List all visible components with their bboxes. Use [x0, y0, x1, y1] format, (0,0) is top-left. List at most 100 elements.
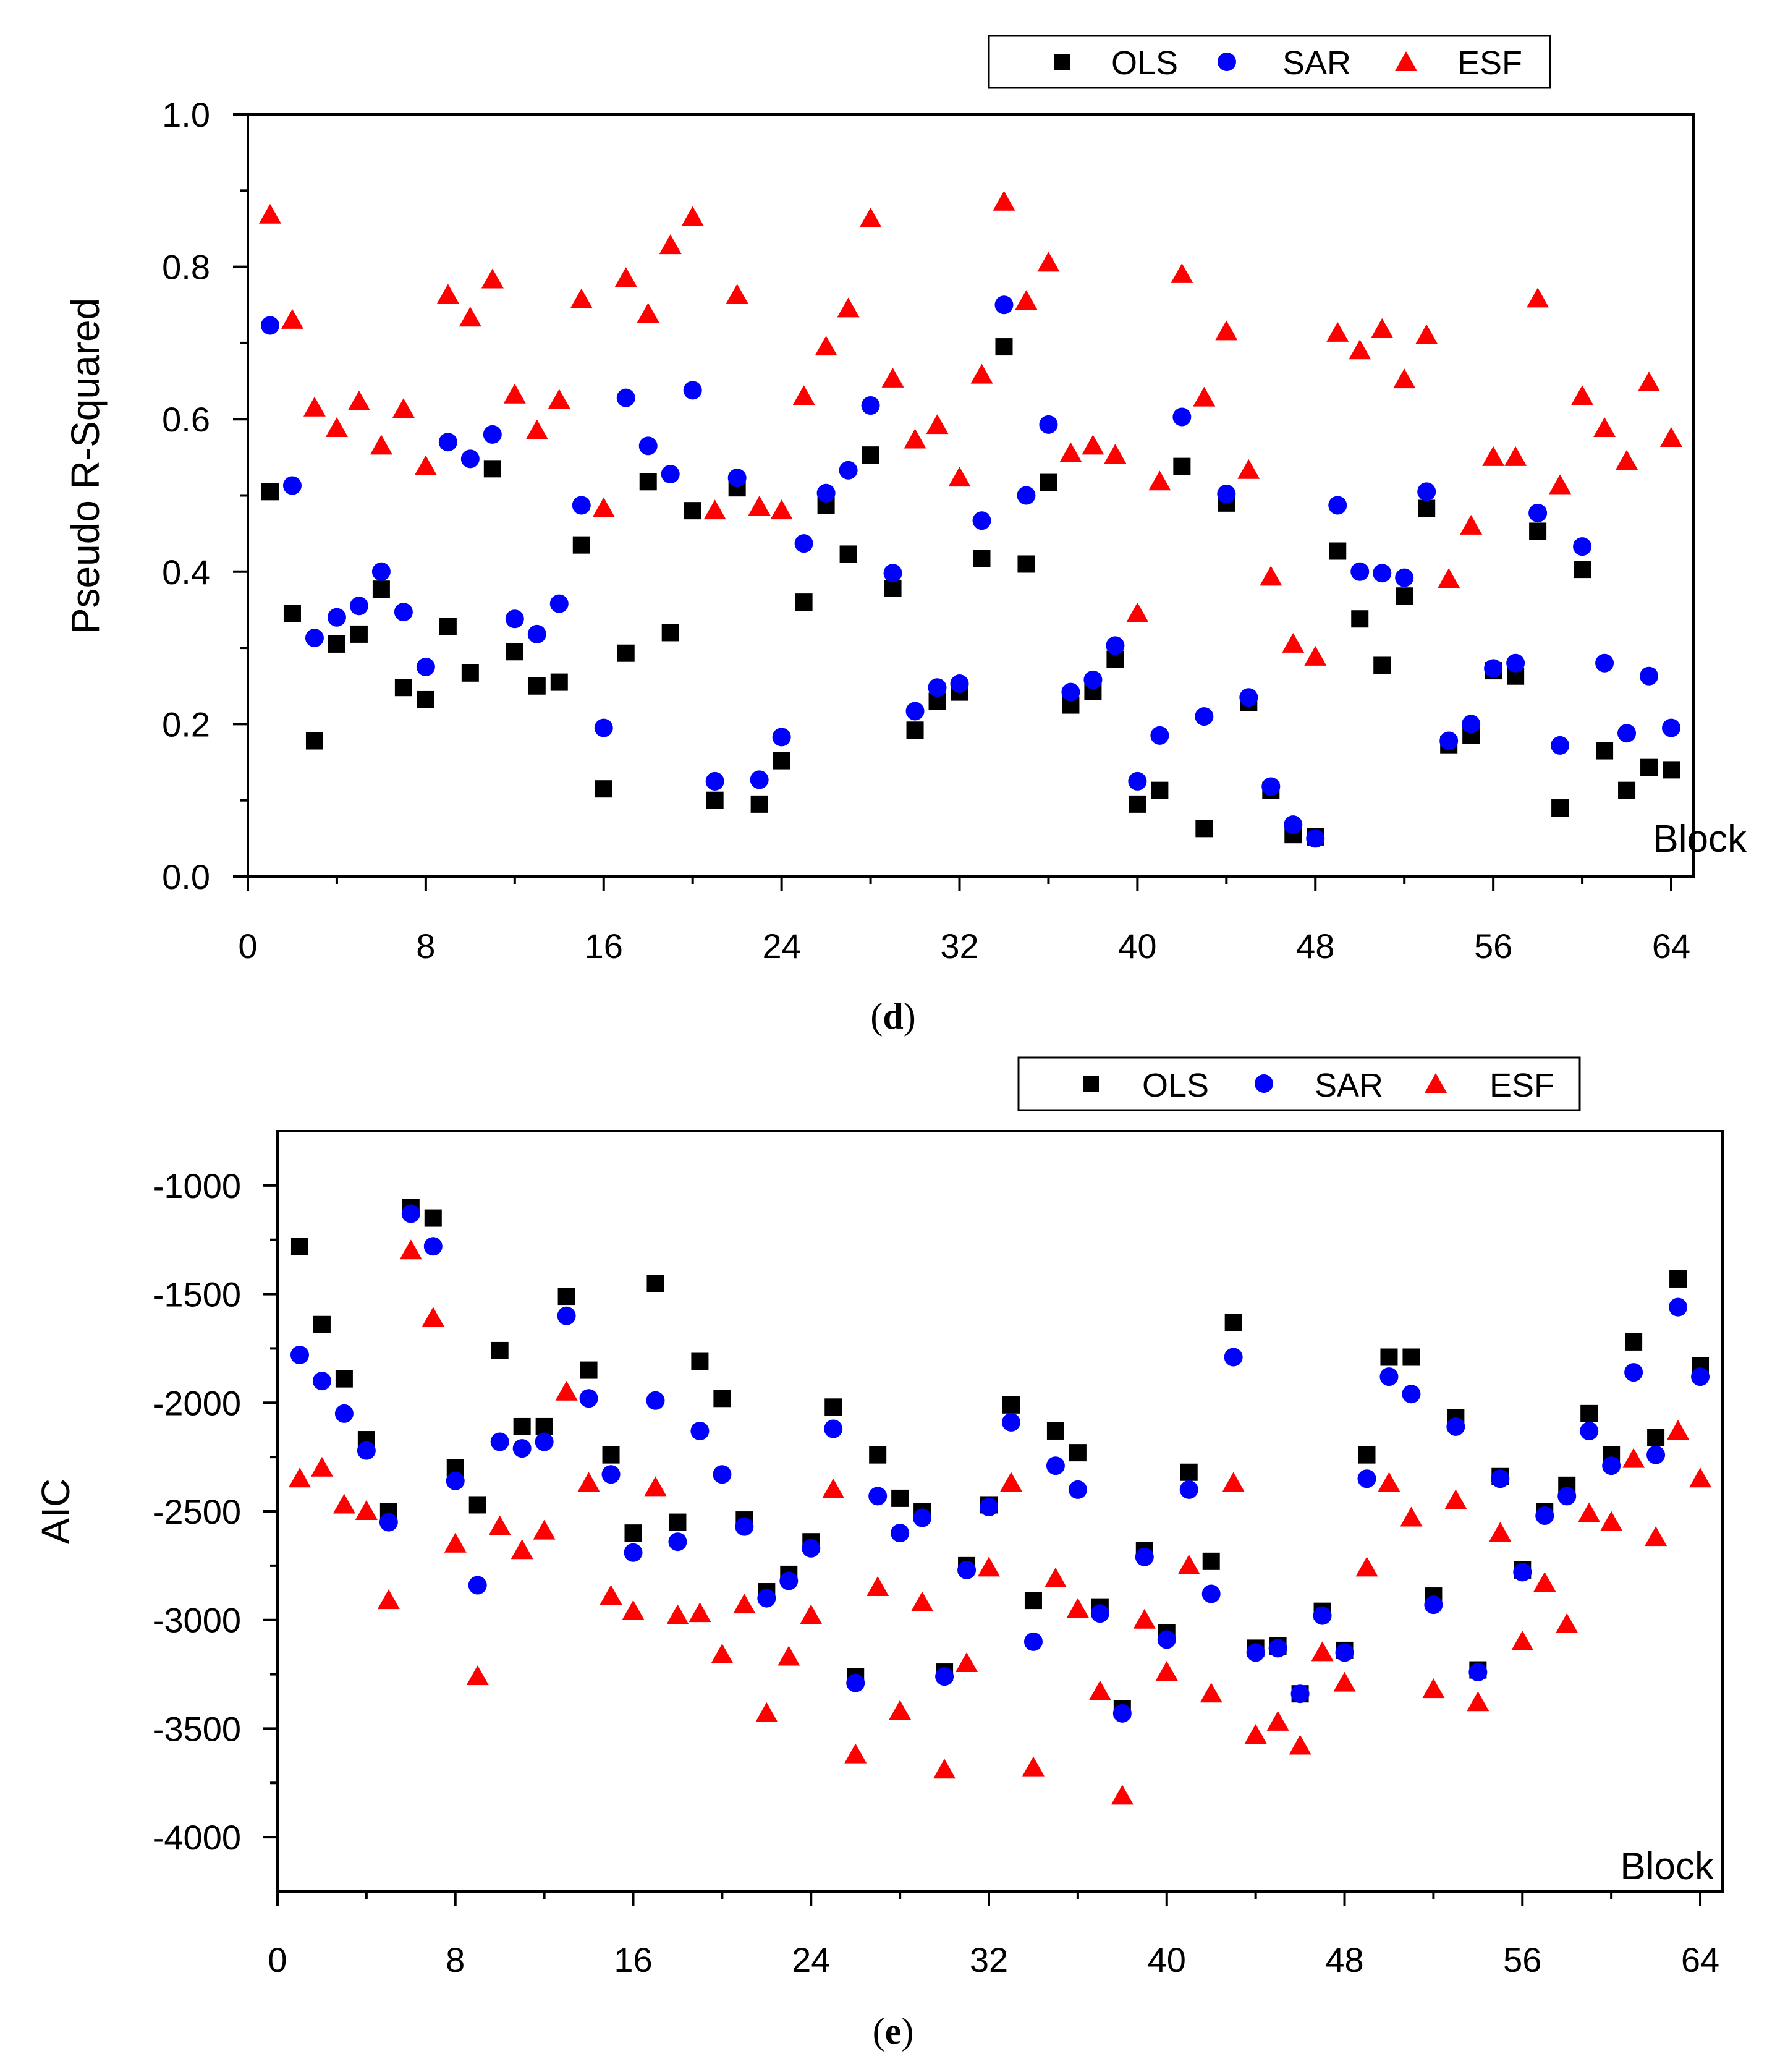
data-point-esf	[370, 435, 392, 455]
data-point-esf	[1415, 324, 1438, 344]
data-point-ols	[691, 1352, 709, 1370]
data-point-esf	[1148, 470, 1171, 491]
data-point-ols	[350, 625, 368, 643]
data-point-esf	[1438, 568, 1460, 588]
data-point-esf	[1171, 263, 1193, 283]
y-tick-label: -4000	[153, 1818, 241, 1857]
x-tick-label: 64	[1652, 927, 1690, 966]
data-point-sar	[1106, 636, 1125, 655]
data-point-sar	[1061, 682, 1080, 702]
data-point-esf	[1066, 1598, 1089, 1618]
data-point-esf	[1616, 450, 1638, 470]
data-point-esf	[533, 1519, 556, 1540]
data-point-ols	[372, 580, 390, 598]
data-point-esf	[1689, 1467, 1712, 1488]
data-point-sar	[282, 476, 302, 495]
data-point-sar	[1328, 496, 1347, 515]
data-point-sar	[868, 1487, 888, 1506]
data-point-sar	[1373, 564, 1392, 583]
data-point-ols	[535, 1417, 553, 1435]
data-point-ols	[513, 1417, 531, 1435]
data-point-ols	[595, 780, 612, 798]
data-point-esf	[644, 1476, 667, 1497]
data-point-esf	[1082, 435, 1104, 455]
data-point-ols	[646, 1275, 664, 1292]
data-point-ols	[1663, 761, 1680, 779]
data-point-ols	[839, 545, 857, 563]
y-axis-title-e: AIC	[33, 1479, 78, 1545]
data-point-sar	[1484, 659, 1503, 678]
data-point-ols	[995, 338, 1013, 356]
legend-ols-label-d: OLS	[1111, 45, 1178, 82]
data-point-ols	[617, 644, 635, 662]
data-point-esf	[926, 414, 949, 435]
data-point-sar	[1357, 1469, 1376, 1488]
data-point-sar	[1646, 1445, 1666, 1464]
data-point-sar	[1640, 666, 1659, 686]
data-point-sar	[1446, 1417, 1465, 1436]
data-point-esf	[726, 284, 748, 304]
data-point-sar	[572, 496, 591, 515]
y-tick-label: 0.0	[162, 857, 210, 896]
data-point-ols	[1195, 820, 1213, 838]
data-point-sar	[357, 1441, 376, 1460]
data-point-sar	[305, 629, 324, 648]
data-point-ols	[869, 1446, 887, 1464]
data-point-sar	[1172, 407, 1192, 427]
data-point-sar	[1595, 653, 1614, 673]
data-point-esf	[1015, 290, 1038, 310]
data-point-sar	[1090, 1604, 1109, 1623]
data-point-esf	[1266, 1710, 1289, 1731]
data-point-ols	[461, 664, 479, 682]
data-point-esf	[1460, 514, 1483, 535]
data-point-esf	[933, 1759, 956, 1779]
data-point-sar	[349, 597, 368, 616]
data-point-esf	[867, 1576, 889, 1596]
data-point-esf	[1533, 1571, 1556, 1592]
data-point-esf	[711, 1643, 734, 1663]
y-tick-label: -2500	[153, 1492, 241, 1531]
data-point-esf	[355, 1500, 378, 1520]
data-point-sar	[371, 562, 391, 581]
y-tick-label: -3000	[153, 1601, 241, 1640]
data-point-esf	[1638, 372, 1661, 392]
legend-esf-marker-e	[1425, 1073, 1447, 1093]
y-ticks-e: -4000 -3500 -3000 -2500 -2000 -1500 -1000	[153, 1166, 278, 1857]
data-point-sar	[1195, 707, 1214, 726]
panel-label-d: (d)	[870, 996, 915, 1037]
data-point-sar	[1224, 1348, 1243, 1367]
data-point-esf	[1237, 459, 1260, 479]
data-point-sar	[290, 1345, 309, 1364]
data-point-ols	[528, 677, 546, 695]
legend-esf-marker-d	[1395, 51, 1417, 71]
data-point-sar	[1506, 653, 1525, 673]
data-point-sar	[1150, 726, 1169, 745]
legend-sar-label-e: SAR	[1315, 1067, 1383, 1104]
data-point-esf	[733, 1594, 756, 1614]
data-point-esf	[904, 428, 926, 449]
data-point-esf	[1467, 1691, 1489, 1712]
data-point-sar	[727, 469, 747, 488]
data-point-esf	[1311, 1641, 1334, 1662]
data-point-esf	[1260, 566, 1282, 586]
data-point-esf	[1571, 385, 1594, 405]
data-point-sar	[1201, 1584, 1221, 1603]
data-point-ols	[884, 579, 902, 597]
data-point-esf	[703, 499, 726, 520]
y-tick-label: 0.4	[162, 553, 210, 592]
data-point-esf	[1393, 368, 1416, 389]
data-point-sar	[1439, 731, 1459, 750]
data-point-sar	[683, 381, 702, 400]
data-point-ols	[1017, 555, 1035, 573]
data-point-sar	[690, 1421, 710, 1440]
data-point-esf	[755, 1702, 778, 1722]
data-point-esf	[525, 419, 548, 439]
data-point-ols	[439, 618, 457, 635]
y-tick-label: -3500	[153, 1709, 241, 1748]
y-tick-label: 1.0	[162, 95, 210, 134]
data-point-esf	[1193, 386, 1216, 407]
data-point-ols	[1380, 1348, 1398, 1366]
data-point-esf	[1400, 1506, 1423, 1527]
data-point-ols	[824, 1398, 842, 1416]
